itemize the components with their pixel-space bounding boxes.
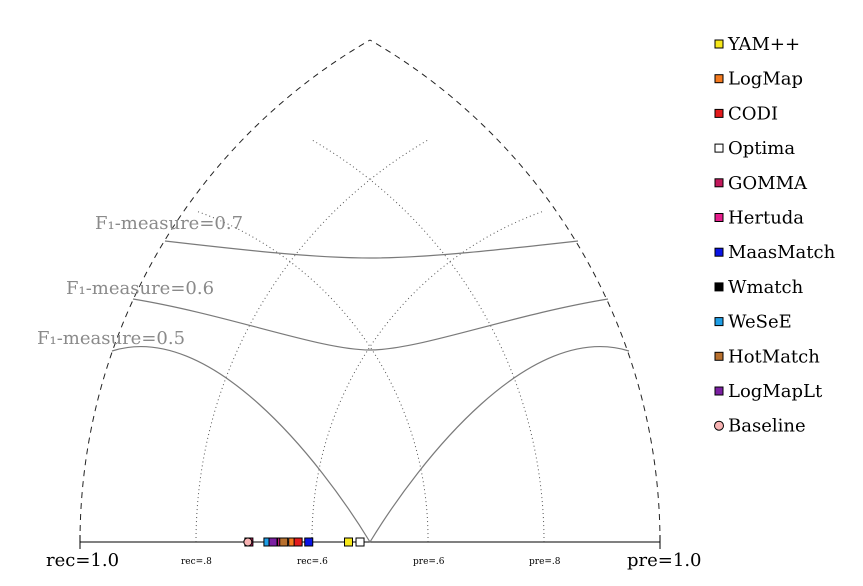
legend-label-wesee: WeSeE <box>728 312 792 333</box>
f-measure-curve-06 <box>132 298 609 351</box>
legend-label-optima: Optima <box>728 138 795 159</box>
rec-08-label: rec=.8 <box>181 557 212 567</box>
legend-marker-wesee <box>714 317 724 327</box>
point-baseline <box>243 537 253 547</box>
precision-iso-arc-06 <box>195 210 429 543</box>
pre-08-label: pre=.8 <box>529 557 561 567</box>
point-logmaplt <box>268 537 278 547</box>
legend-label-logmap: LogMap <box>728 69 803 90</box>
f-measure-label-05: F₁-measure=0.5 <box>37 328 185 349</box>
recall-iso-arc-08 <box>195 139 429 543</box>
point-optima <box>355 537 365 547</box>
legend-label-codi: CODI <box>728 103 778 124</box>
legend-marker-hotmatch <box>714 351 724 361</box>
point-codi <box>293 537 303 547</box>
legend-marker-hertuda <box>714 213 724 222</box>
legend-marker-logmap <box>714 74 724 84</box>
legend-marker-yam <box>714 39 724 49</box>
legend-marker-optima <box>714 143 724 153</box>
rec-end-label: rec=1.0 <box>46 550 119 571</box>
legend-marker-codi <box>714 108 724 118</box>
point-maasmatch <box>304 537 314 547</box>
legend-marker-logmaplt <box>714 386 724 396</box>
f-measure-curve-05 <box>111 346 630 544</box>
legend-label-hotmatch: HotMatch <box>728 346 820 367</box>
legend-label-wmatch: Wmatch <box>728 277 804 298</box>
pre-end-label: pre=1.0 <box>627 550 702 571</box>
left-boundary-arc <box>79 39 371 543</box>
legend-marker-maasmatch <box>714 247 724 257</box>
legend-label-maasmatch: MaasMatch <box>728 242 836 263</box>
legend-label-baseline: Baseline <box>728 416 806 437</box>
legend-marker-gomma <box>714 178 724 188</box>
f-measure-curve-07 <box>164 240 579 259</box>
f-measure-label-06: F₁-measure=0.6 <box>66 278 214 299</box>
legend-marker-baseline <box>714 420 724 431</box>
legend-label-yam: YAM++ <box>727 34 800 55</box>
pre-06-label: pre=.6 <box>413 557 445 567</box>
right-boundary-arc <box>369 39 661 543</box>
precision-iso-arc-08 <box>311 139 545 543</box>
data-points <box>243 537 365 547</box>
f-measure-label-07: F₁-measure=0.7 <box>95 213 243 234</box>
legend-label-gomma: GOMMA <box>728 173 808 194</box>
rec-06-label: rec=.6 <box>297 557 328 567</box>
legend: YAM++ LogMap CODI Optima GOMMA Hertuda MaasMat… <box>714 34 836 437</box>
point-hotmatch <box>279 537 289 547</box>
point-yam <box>344 537 354 547</box>
legend-label-logmaplt: LogMapLt <box>728 381 823 402</box>
legend-marker-wmatch <box>714 282 724 292</box>
legend-label-hertuda: Hertuda <box>728 208 804 229</box>
recall-iso-arc-06 <box>311 210 545 543</box>
